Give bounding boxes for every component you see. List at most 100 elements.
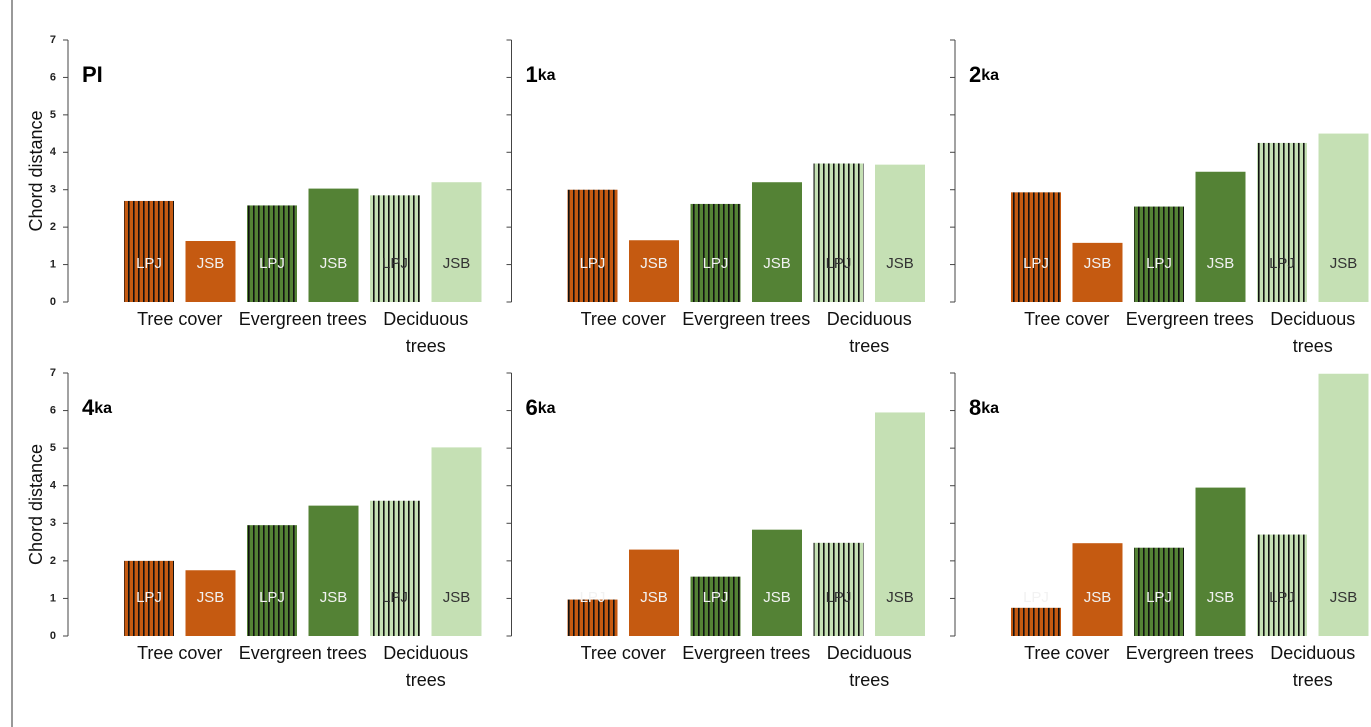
bar-series-label: LPJ [703, 255, 729, 272]
panel-title: 6ka [526, 395, 556, 420]
bar-series-label: LPJ [259, 255, 285, 272]
category-label: Tree cover [580, 309, 666, 329]
bar [1011, 192, 1061, 302]
bar [1134, 206, 1184, 302]
bar [1134, 547, 1184, 636]
bar-series-label: LPJ [826, 255, 852, 272]
panel-title: 1ka [526, 62, 556, 87]
bar-series-label: JSB [1207, 255, 1235, 272]
y-tick-label: 6 [50, 71, 56, 83]
bar [308, 188, 359, 302]
bar-series-label: JSB [443, 255, 471, 272]
bar [1257, 142, 1307, 302]
y-tick-label: 0 [50, 630, 56, 642]
y-tick-label: 5 [50, 109, 56, 121]
bar-series-label: LPJ [382, 589, 408, 606]
bar [308, 505, 359, 636]
category-label: Deciduous trees [383, 643, 469, 690]
bar-series-label: LPJ [1146, 255, 1172, 272]
bar [247, 205, 297, 302]
category-label: Deciduous trees [1270, 309, 1356, 356]
bar [1318, 373, 1369, 636]
bar-series-label: JSB [640, 589, 668, 606]
bar [1011, 607, 1061, 636]
bar [1195, 171, 1246, 302]
category-label: Tree cover [580, 643, 666, 663]
category-label: Evergreen trees [682, 643, 811, 663]
category-label: Tree cover [1024, 309, 1110, 329]
bar-series-label: LPJ [136, 589, 162, 606]
bar-series-label: JSB [320, 255, 348, 272]
bar [370, 195, 420, 302]
category-label: Tree cover [137, 309, 223, 329]
bar [629, 549, 679, 636]
y-tick-label: 5 [50, 442, 56, 454]
panel-title: 2ka [969, 62, 999, 87]
panel-title: 4ka [82, 395, 112, 420]
bar [567, 189, 618, 302]
bar-series-label: JSB [443, 589, 471, 606]
y-axis-label: Chord distance [26, 444, 46, 565]
bar [431, 447, 482, 636]
bar-series-label: JSB [1084, 255, 1112, 272]
bar-series-label: JSB [640, 255, 668, 272]
y-axis-label: Chord distance [26, 110, 46, 231]
bar [1318, 133, 1369, 302]
y-tick-label: 1 [50, 592, 56, 604]
category-label: Evergreen trees [238, 643, 367, 663]
y-tick-label: 3 [50, 517, 56, 529]
category-label: Evergreen trees [1125, 643, 1254, 663]
bar [1072, 543, 1123, 636]
y-tick-label: 2 [50, 555, 56, 567]
y-tick-label: 2 [50, 221, 56, 233]
bar-series-label: LPJ [826, 589, 852, 606]
y-tick-label: 7 [50, 367, 56, 379]
y-tick-label: 4 [50, 480, 57, 492]
bar-series-label: JSB [197, 589, 225, 606]
category-label: Deciduous trees [826, 643, 912, 690]
bar [124, 560, 174, 636]
bar [690, 576, 741, 636]
bar-series-label: LPJ [1023, 255, 1049, 272]
bar-series-label: LPJ [136, 255, 162, 272]
category-label: Deciduous trees [1270, 643, 1356, 690]
category-label: Evergreen trees [682, 309, 811, 329]
category-label: Evergreen trees [1125, 309, 1254, 329]
category-label: Tree cover [1024, 643, 1110, 663]
bar-series-label: LPJ [1146, 589, 1172, 606]
bar [185, 570, 236, 636]
bar [124, 200, 174, 302]
bar [247, 525, 297, 636]
bar-series-label: LPJ [580, 255, 606, 272]
category-label: Tree cover [137, 643, 223, 663]
bar-series-label: LPJ [259, 589, 285, 606]
y-tick-label: 3 [50, 184, 56, 196]
bar [752, 529, 802, 636]
bar-series-label: LPJ [703, 589, 729, 606]
bar-series-label: JSB [1330, 255, 1358, 272]
bar [875, 164, 925, 302]
bar-series-label: JSB [763, 589, 791, 606]
bar [690, 203, 741, 302]
bar-series-label: JSB [320, 589, 348, 606]
bar [629, 240, 679, 302]
bar [185, 240, 236, 302]
bar-series-label: LPJ [1023, 589, 1049, 606]
y-tick-label: 4 [50, 146, 57, 158]
category-label: Deciduous trees [826, 309, 912, 356]
bar-series-label: LPJ [580, 589, 606, 606]
bar [813, 163, 864, 302]
y-tick-label: 0 [50, 296, 56, 308]
bar-series-label: JSB [1084, 589, 1112, 606]
bar [752, 182, 802, 302]
bar-series-label: JSB [886, 589, 914, 606]
bar [370, 500, 420, 636]
bar-series-label: JSB [197, 255, 225, 272]
category-label: Evergreen trees [238, 309, 367, 329]
y-tick-label: 6 [50, 404, 56, 416]
bar [1257, 534, 1307, 636]
bar [431, 182, 482, 302]
bar [813, 542, 864, 636]
